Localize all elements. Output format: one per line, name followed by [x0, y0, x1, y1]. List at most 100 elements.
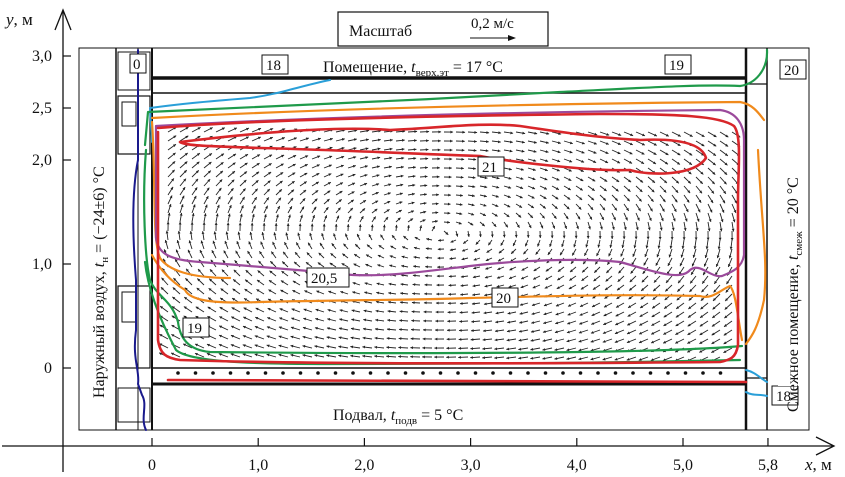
- velocity-vector-head: [185, 135, 189, 139]
- velocity-vector-head: [339, 191, 343, 194]
- velocity-vector-head: [643, 262, 647, 266]
- velocity-vector-head: [189, 231, 193, 234]
- velocity-vector-head: [471, 212, 475, 216]
- velocity-vector-head: [338, 336, 342, 340]
- velocity-vector-head: [365, 138, 369, 142]
- velocity-vector-head: [650, 358, 654, 361]
- velocity-vector-head: [202, 222, 206, 225]
- velocity-vector-head: [256, 298, 260, 302]
- velocity-vector-head: [553, 215, 557, 219]
- velocity-vector-head: [333, 233, 336, 237]
- velocity-vector-head: [374, 336, 378, 340]
- velocity-vector-head: [363, 318, 367, 322]
- velocity-vector-head: [276, 214, 279, 218]
- velocity-vector-head: [278, 197, 281, 201]
- velocity-vector-head: [544, 177, 548, 181]
- velocity-vector-head: [278, 353, 282, 357]
- velocity-vector-head: [268, 163, 272, 167]
- velocity-vector-head: [245, 136, 249, 140]
- velocity-vector-head: [711, 350, 715, 353]
- velocity-vector-head: [339, 309, 343, 312]
- velocity-vector-head: [507, 320, 511, 324]
- velocity-vector-head: [473, 148, 477, 152]
- velocity-vector-head: [566, 206, 570, 210]
- velocity-vector-head: [212, 240, 216, 244]
- velocity-vector-head: [542, 356, 546, 360]
- velocity-vector-head: [338, 199, 342, 203]
- velocity-vector-head: [664, 161, 668, 165]
- velocity-vector-head: [434, 346, 438, 350]
- velocity-vector-head: [570, 269, 573, 273]
- velocity-vector-head: [618, 270, 622, 274]
- velocity-vector-head: [280, 172, 284, 175]
- velocity-vector-head: [518, 338, 522, 342]
- pipe-dot: [298, 371, 303, 375]
- velocity-vector-head: [521, 276, 525, 280]
- velocity-vector-head: [580, 286, 584, 290]
- velocity-vector-head: [173, 135, 177, 139]
- velocity-vector-head: [352, 282, 356, 285]
- velocity-vector-head: [484, 284, 488, 288]
- velocity-vector-head: [629, 287, 633, 291]
- velocity-vector-head: [342, 253, 346, 257]
- velocity-vector-head: [712, 171, 716, 175]
- velocity-vector-head: [447, 310, 451, 314]
- velocity-vector-head: [278, 344, 282, 348]
- velocity-vector-head: [256, 279, 260, 283]
- velocity-vector-head: [545, 150, 549, 153]
- velocity-vector-head: [377, 138, 381, 142]
- velocity-vector-head: [398, 346, 402, 350]
- velocity-vector-head: [375, 318, 379, 322]
- velocity-vector-head: [219, 170, 223, 174]
- velocity-vector-head: [472, 275, 476, 279]
- velocity-vector-head: [508, 167, 512, 171]
- velocity-vector-head: [191, 213, 195, 216]
- velocity-vector-head: [689, 152, 693, 156]
- velocity-vector-head: [688, 297, 692, 301]
- velocity-vector-head: [614, 198, 618, 201]
- velocity-vector-head: [669, 245, 673, 249]
- velocity-vector-head: [591, 188, 595, 191]
- velocity-vector-head: [438, 130, 442, 134]
- velocity-vector-head: [677, 152, 681, 156]
- velocity-vector-head: [412, 283, 416, 287]
- velocity-vector-head: [233, 153, 237, 157]
- velocity-vector-head: [268, 172, 272, 175]
- velocity-vector-head: [676, 297, 680, 301]
- velocity-vector-head: [437, 247, 441, 251]
- velocity-vector-head: [675, 349, 679, 353]
- velocity-vector-head: [363, 200, 367, 203]
- velocity-vector-head: [507, 195, 511, 198]
- velocity-vector-head: [605, 160, 609, 164]
- velocity-vector-head: [545, 277, 549, 280]
- velocity-vector-head: [574, 235, 578, 239]
- velocity-field: [158, 126, 741, 362]
- velocity-vector-head: [438, 238, 441, 242]
- velocity-vector-head: [244, 171, 248, 175]
- velocity-vector-head: [471, 302, 475, 306]
- velocity-vector-head: [269, 136, 273, 140]
- velocity-vector-head: [208, 162, 212, 165]
- velocity-vector-head: [576, 226, 579, 230]
- velocity-vector-head: [687, 341, 691, 344]
- velocity-vector-head: [351, 191, 355, 194]
- velocity-vector-head: [641, 151, 645, 155]
- velocity-vector-head: [411, 319, 415, 323]
- velocity-vector-head: [238, 222, 242, 226]
- velocity-vector-head: [483, 194, 487, 198]
- velocity-vector-head: [271, 251, 274, 255]
- velocity-vector-head: [282, 261, 286, 265]
- velocity-vector-head: [519, 195, 523, 199]
- velocity-vector-head: [327, 190, 331, 194]
- velocity-vector-head: [591, 322, 595, 325]
- velocity-vector-head: [399, 319, 403, 322]
- velocity-vector-head: [193, 195, 197, 199]
- pipe-dot: [578, 371, 583, 375]
- velocity-vector-head: [328, 164, 332, 168]
- velocity-vector-head: [346, 224, 350, 227]
- y-tick-label: 1,0: [32, 256, 52, 273]
- window-lower-sash: [121, 291, 137, 323]
- velocity-vector-head: [542, 205, 546, 209]
- velocity-vector-head: [640, 296, 644, 300]
- velocity-vector-head: [659, 227, 663, 231]
